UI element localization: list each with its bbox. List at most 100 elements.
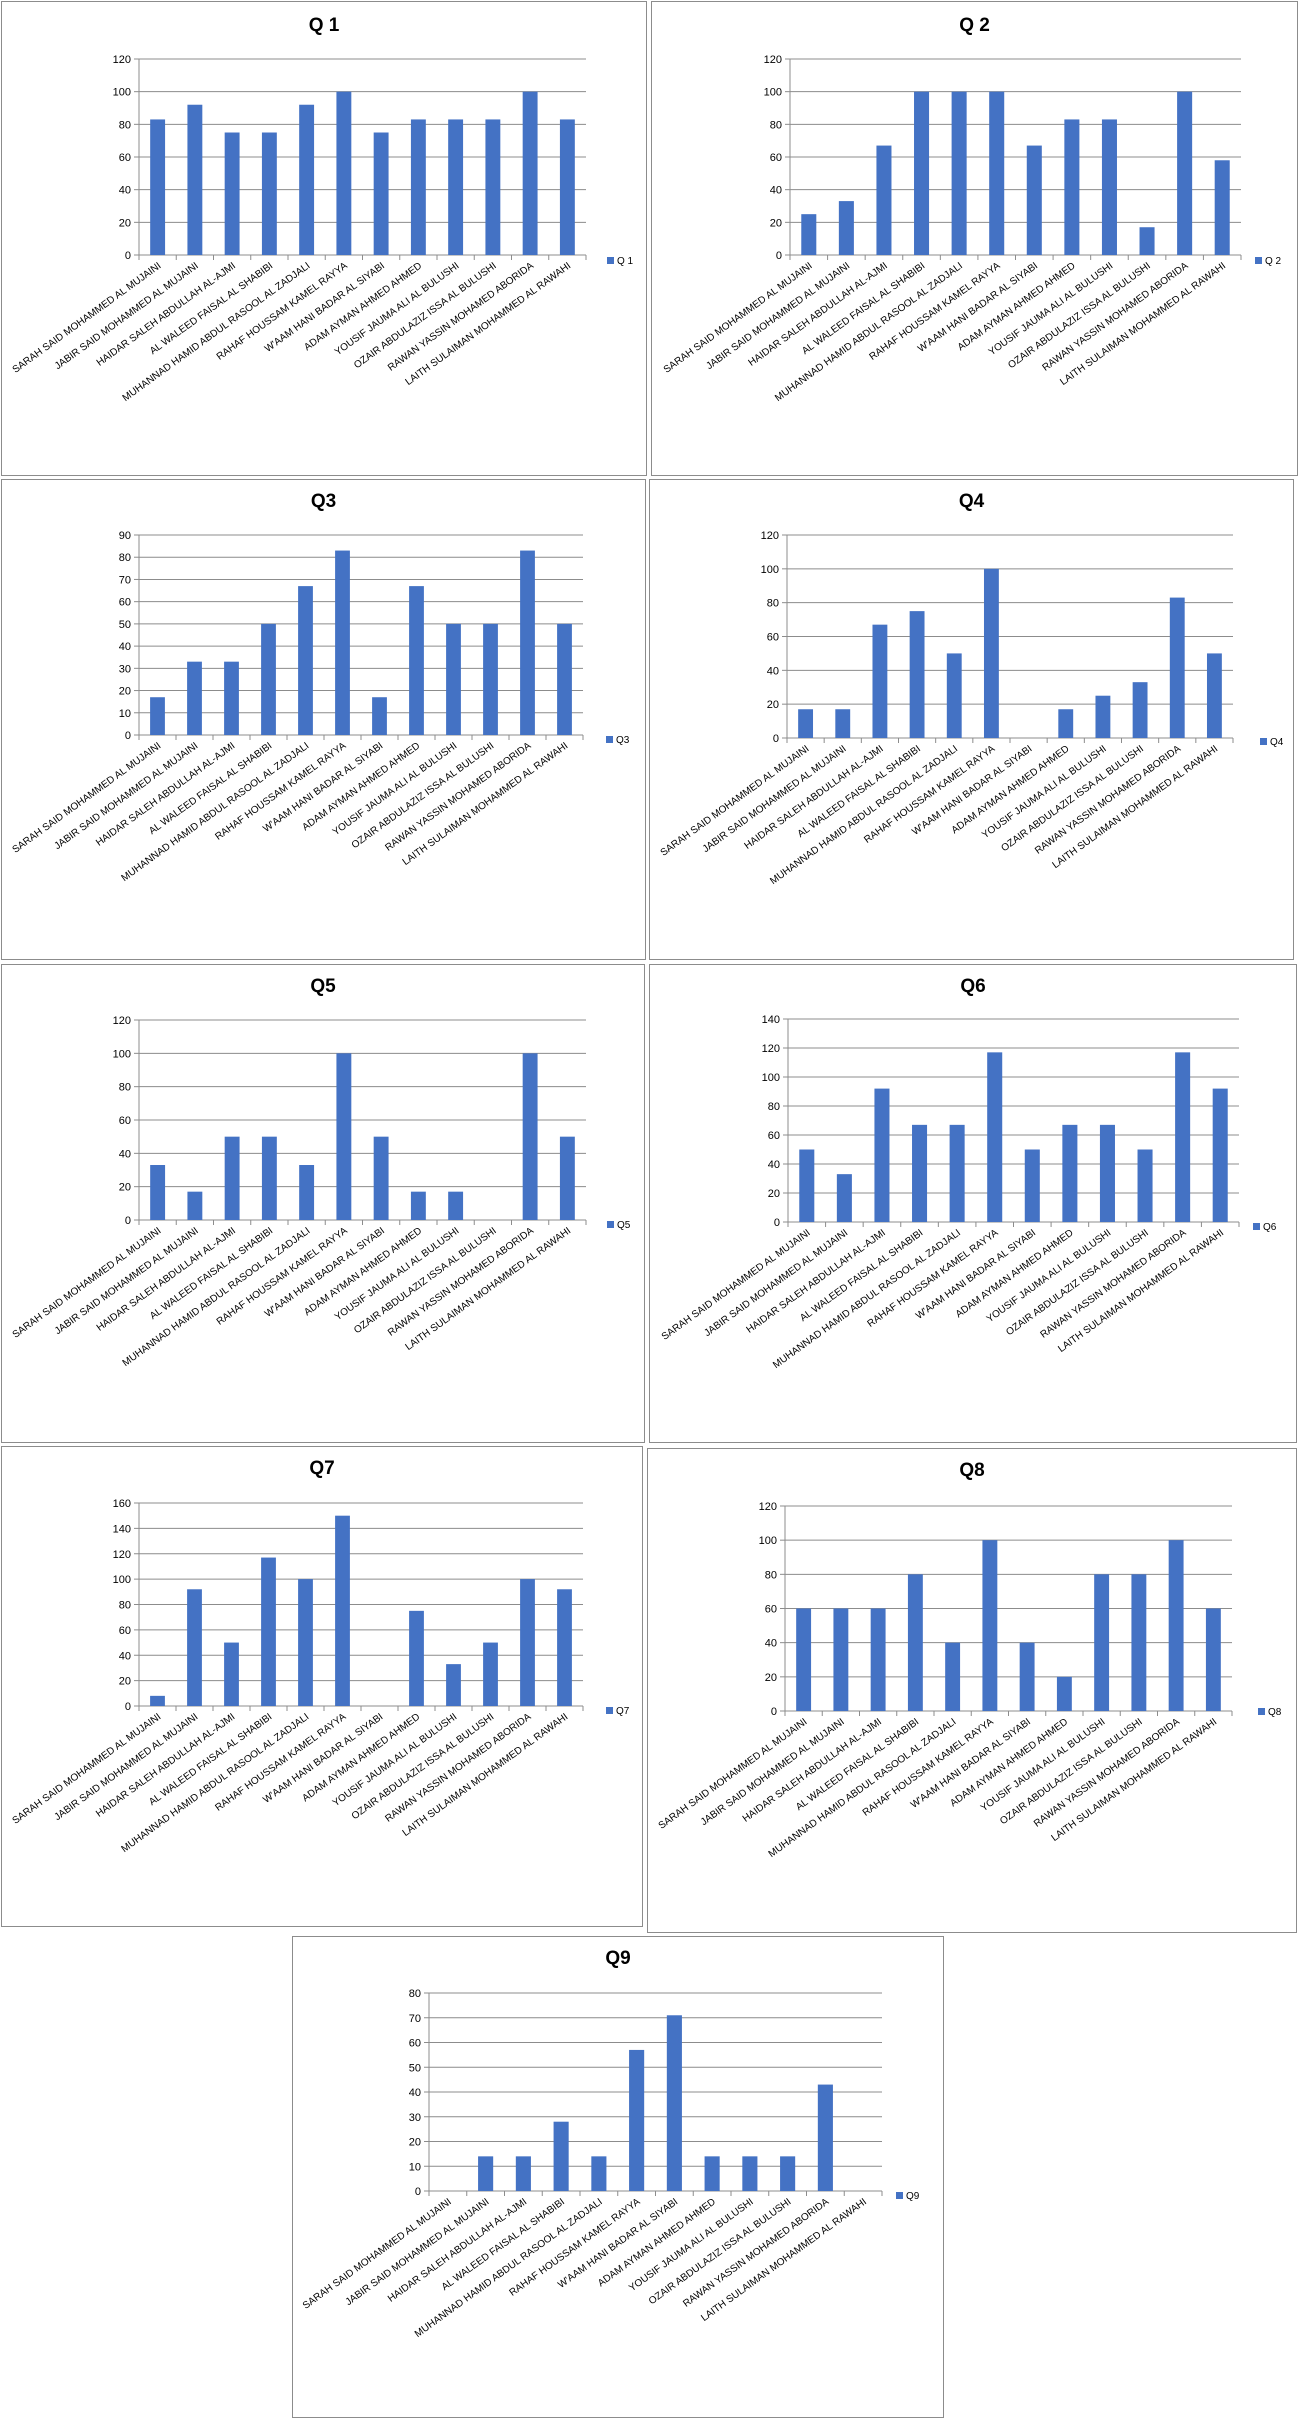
y-tick-label: 0	[771, 1706, 777, 1718]
bar	[187, 104, 203, 255]
bar	[299, 104, 315, 255]
chart-panel-q1: Q 1 0 20 40 60 80 100 120 SARAH SAID MOHAMMED AL…	[1, 1, 647, 476]
y-tick-label: 60	[768, 1130, 780, 1142]
y-tick-label: 120	[759, 1501, 777, 1513]
bar	[1099, 1124, 1115, 1222]
bar	[742, 2156, 758, 2191]
chart-title: Q6	[960, 976, 985, 997]
bar	[448, 119, 464, 255]
bar	[559, 1136, 575, 1220]
category-label: SARAH SAID MOHAMMED AL MUJAINI	[660, 1228, 813, 1343]
y-tick-label: 60	[119, 1625, 131, 1637]
bar	[373, 132, 389, 255]
category-label: SARAH SAID MOHAMMED AL MUJAINI	[662, 261, 815, 376]
y-tick-label: 0	[125, 730, 131, 742]
bar	[914, 91, 930, 256]
y-tick-label: 0	[776, 250, 782, 262]
bar	[1137, 1149, 1153, 1222]
y-tick-label: 80	[119, 1600, 131, 1612]
bar	[629, 2049, 645, 2191]
bar	[261, 1557, 276, 1706]
chart-title: Q4	[959, 491, 985, 512]
y-tick-label: 0	[774, 1217, 780, 1229]
category-label: SARAH SAID MOHAMMED AL MUJAINI	[301, 2197, 454, 2312]
chart-title: Q7	[309, 1458, 334, 1479]
y-tick-label: 120	[764, 54, 782, 66]
category-label: SARAH SAID MOHAMMED AL MUJAINI	[659, 744, 812, 859]
y-tick-label: 0	[773, 733, 779, 745]
y-tick-label: 0	[125, 1215, 131, 1227]
bar	[1139, 227, 1155, 255]
bar	[1214, 160, 1230, 255]
y-tick-label: 80	[770, 119, 782, 131]
bar	[261, 1136, 277, 1220]
y-tick-label: 20	[768, 1188, 780, 1200]
bar	[1175, 1052, 1191, 1222]
bar	[874, 1088, 890, 1222]
y-tick-label: 80	[119, 1082, 131, 1094]
legend-label: Q7	[616, 1706, 630, 1717]
y-tick-label: 100	[761, 564, 779, 576]
legend-label: Q4	[1270, 737, 1284, 748]
chart-title: Q9	[605, 1948, 630, 1969]
bar	[520, 1579, 535, 1706]
y-tick-label: 80	[409, 1988, 421, 2000]
bar	[224, 1136, 240, 1220]
bar	[1094, 1574, 1110, 1711]
bar	[1058, 709, 1074, 738]
bar	[299, 1165, 315, 1220]
y-tick-label: 120	[761, 530, 779, 542]
bar	[187, 1191, 203, 1220]
y-tick-label: 140	[762, 1014, 780, 1026]
bar	[373, 1136, 389, 1220]
y-tick-label: 20	[119, 1182, 131, 1194]
bar	[187, 1589, 202, 1706]
category-label: SARAH SAID MOHAMMED AL MUJAINI	[657, 1717, 810, 1832]
bar	[335, 550, 350, 735]
bar	[515, 2156, 531, 2191]
bar	[372, 697, 387, 735]
legend-label: Q5	[617, 1220, 631, 1231]
y-tick-label: 120	[113, 1015, 131, 1027]
bar	[1024, 1149, 1040, 1222]
legend-label: Q6	[1263, 1222, 1277, 1233]
category-label: SARAH SAID MOHAMMED AL MUJAINI	[11, 741, 164, 856]
bar	[982, 1540, 998, 1711]
bar	[1062, 1124, 1078, 1222]
y-tick-label: 40	[768, 1159, 780, 1171]
y-tick-label: 10	[119, 708, 131, 720]
y-tick-label: 60	[770, 152, 782, 164]
chart-svg: Q4 0 20 40 60 80 100 120 SARAH SAID MOHAMMED AL …	[659, 491, 1284, 887]
y-tick-label: 20	[770, 217, 782, 229]
bar	[1131, 1574, 1147, 1711]
bar	[833, 1608, 849, 1711]
bar	[557, 1589, 572, 1706]
chart-panel-q3: Q3 0 10 20 30 40 50 60 70 80 90 SARAH SAID MOHAMMED…	[1, 479, 646, 960]
bar	[799, 1149, 815, 1222]
legend-label: Q 2	[1265, 256, 1282, 267]
category-label: SARAH SAID MOHAMMED AL MUJAINI	[11, 1712, 164, 1827]
bar	[1064, 119, 1080, 255]
y-tick-label: 60	[409, 2038, 421, 2050]
bar	[150, 119, 166, 255]
legend-swatch	[606, 736, 613, 743]
bar	[835, 709, 851, 738]
y-tick-label: 20	[767, 699, 779, 711]
legend-label: Q 1	[617, 256, 634, 267]
y-tick-label: 60	[119, 1115, 131, 1127]
bar	[1169, 597, 1185, 738]
bar	[448, 1191, 464, 1220]
bar	[485, 119, 501, 255]
bar	[409, 586, 424, 735]
bar	[1056, 1676, 1072, 1711]
chart-svg: Q7 0 20 40 60 80 100 120 140 160 SARAH SAID MOHAMM…	[11, 1458, 630, 1855]
bar	[1132, 682, 1148, 738]
legend-swatch	[1255, 257, 1262, 264]
chart-svg: Q3 0 10 20 30 40 50 60 70 80 90 SARAH SAID MOHAMMED…	[11, 491, 630, 884]
bar	[704, 2156, 720, 2191]
y-tick-label: 30	[409, 2112, 421, 2124]
chart-panel-q2: Q 2 0 20 40 60 80 100 120 SARAH SAID MOHAMMED AL…	[651, 1, 1298, 476]
chart-svg: Q 1 0 20 40 60 80 100 120 SARAH SAID MOHAMMED AL…	[11, 15, 634, 404]
bar	[478, 2156, 494, 2191]
y-tick-label: 120	[113, 54, 131, 66]
